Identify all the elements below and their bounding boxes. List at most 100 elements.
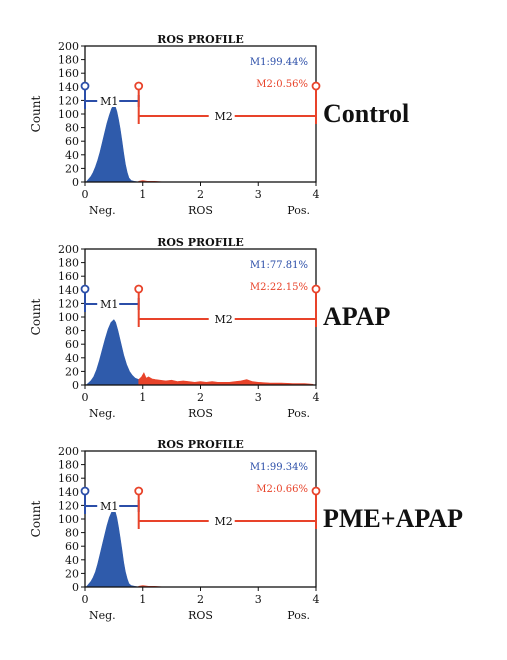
marker-m2-label: M2 xyxy=(214,515,232,528)
marker-m2-label-bg xyxy=(208,514,235,527)
m1-percent-stat: M1:77.81% xyxy=(250,260,308,271)
marker-m2-right-handle xyxy=(311,284,321,294)
m2-percent-stat: M2:22.15% xyxy=(250,282,308,293)
m1-percent-stat: M1:99.44% xyxy=(250,57,308,68)
condition-label: APAP xyxy=(323,302,391,331)
marker-m2-right-handle xyxy=(311,486,321,496)
marker-m2-right-handle xyxy=(311,81,321,91)
x-end-label-pos: Pos. xyxy=(287,204,310,217)
x-axis-label: ROS xyxy=(188,204,213,217)
y-tick-label: 140 xyxy=(58,284,79,297)
x-axis-label: ROS xyxy=(188,609,213,622)
y-tick-label: 40 xyxy=(65,554,79,567)
histogram-series-m1 xyxy=(85,507,139,588)
y-tick-label: 180 xyxy=(58,257,79,270)
y-tick-label: 200 xyxy=(58,445,79,458)
x-end-label-neg: Neg. xyxy=(89,204,116,217)
x-end-label-pos: Pos. xyxy=(287,407,310,420)
y-tick-label: 100 xyxy=(58,311,79,324)
y-tick-label: 180 xyxy=(58,459,79,472)
y-tick-label: 160 xyxy=(58,472,79,485)
y-tick-label: 200 xyxy=(58,243,79,256)
marker-m1-label-bg xyxy=(97,499,120,512)
y-tick-label: 80 xyxy=(65,122,79,135)
y-tick-label: 160 xyxy=(58,67,79,80)
y-tick-label: 80 xyxy=(65,527,79,540)
x-axis-label: ROS xyxy=(188,407,213,420)
panel-title: ROS PROFILE xyxy=(157,236,244,249)
marker-m2-label: M2 xyxy=(214,313,232,326)
x-tick-label: 2 xyxy=(197,391,204,404)
marker-m1-label: M1 xyxy=(100,298,118,311)
marker-m2-label: M2 xyxy=(214,110,232,123)
marker-m2-label-bg xyxy=(208,109,235,122)
y-axis-label: Count xyxy=(29,95,43,132)
y-tick-label: 140 xyxy=(58,486,79,499)
marker-m2-left-handle xyxy=(134,81,144,91)
y-tick-label: 160 xyxy=(58,270,79,283)
x-tick-label: 2 xyxy=(197,593,204,606)
y-tick-label: 60 xyxy=(65,540,79,553)
y-tick-label: 0 xyxy=(72,379,79,392)
marker-m2-left-handle xyxy=(134,284,144,294)
y-tick-label: 120 xyxy=(58,94,79,107)
panel-title: ROS PROFILE xyxy=(157,33,244,46)
marker-m1-left-handle xyxy=(80,81,90,91)
y-axis-label: Count xyxy=(29,298,43,335)
y-tick-label: 100 xyxy=(58,513,79,526)
x-end-label-neg: Neg. xyxy=(89,609,116,622)
marker-m1-left-handle xyxy=(80,486,90,496)
condition-label: Control xyxy=(323,99,409,128)
marker-m1-label: M1 xyxy=(100,500,118,513)
y-tick-label: 120 xyxy=(58,297,79,310)
marker-m1-label-bg xyxy=(97,297,120,310)
m2-percent-stat: M2:0.56% xyxy=(256,79,308,90)
marker-m2-label-bg xyxy=(208,312,235,325)
m2-percent-stat: M2:0.66% xyxy=(256,484,308,495)
x-tick-label: 1 xyxy=(139,188,146,201)
y-tick-label: 0 xyxy=(72,581,79,594)
y-axis-label: Count xyxy=(29,500,43,537)
marker-m1-left-handle xyxy=(80,284,90,294)
y-tick-label: 60 xyxy=(65,135,79,148)
y-tick-label: 80 xyxy=(65,325,79,338)
x-tick-label: 2 xyxy=(197,188,204,201)
x-tick-label: 3 xyxy=(255,593,262,606)
histogram-series-m1 xyxy=(85,103,139,183)
histogram-series-m1 xyxy=(86,319,140,386)
y-tick-label: 40 xyxy=(65,352,79,365)
x-tick-label: 3 xyxy=(255,188,262,201)
y-tick-label: 180 xyxy=(58,54,79,67)
marker-m1-label: M1 xyxy=(100,95,118,108)
histogram-series-m2 xyxy=(138,372,314,386)
x-end-label-neg: Neg. xyxy=(89,407,116,420)
x-tick-label: 4 xyxy=(313,593,320,606)
condition-label: PME+APAP xyxy=(323,504,463,533)
y-tick-label: 0 xyxy=(72,176,79,189)
x-tick-label: 1 xyxy=(139,593,146,606)
x-tick-label: 0 xyxy=(82,188,89,201)
x-tick-label: 4 xyxy=(313,391,320,404)
y-tick-label: 20 xyxy=(65,567,79,580)
x-tick-label: 3 xyxy=(255,391,262,404)
x-tick-label: 0 xyxy=(82,593,89,606)
y-tick-label: 60 xyxy=(65,338,79,351)
y-tick-label: 200 xyxy=(58,40,79,53)
marker-m2-left-handle xyxy=(134,486,144,496)
panel-title: ROS PROFILE xyxy=(157,438,244,451)
y-tick-label: 40 xyxy=(65,149,79,162)
marker-m1-label-bg xyxy=(97,94,120,107)
y-tick-label: 100 xyxy=(58,108,79,121)
y-tick-label: 120 xyxy=(58,499,79,512)
y-tick-label: 20 xyxy=(65,365,79,378)
x-tick-label: 0 xyxy=(82,391,89,404)
x-end-label-pos: Pos. xyxy=(287,609,310,622)
y-tick-label: 20 xyxy=(65,162,79,175)
x-tick-label: 1 xyxy=(139,391,146,404)
x-tick-label: 4 xyxy=(313,188,320,201)
m1-percent-stat: M1:99.34% xyxy=(250,462,308,473)
